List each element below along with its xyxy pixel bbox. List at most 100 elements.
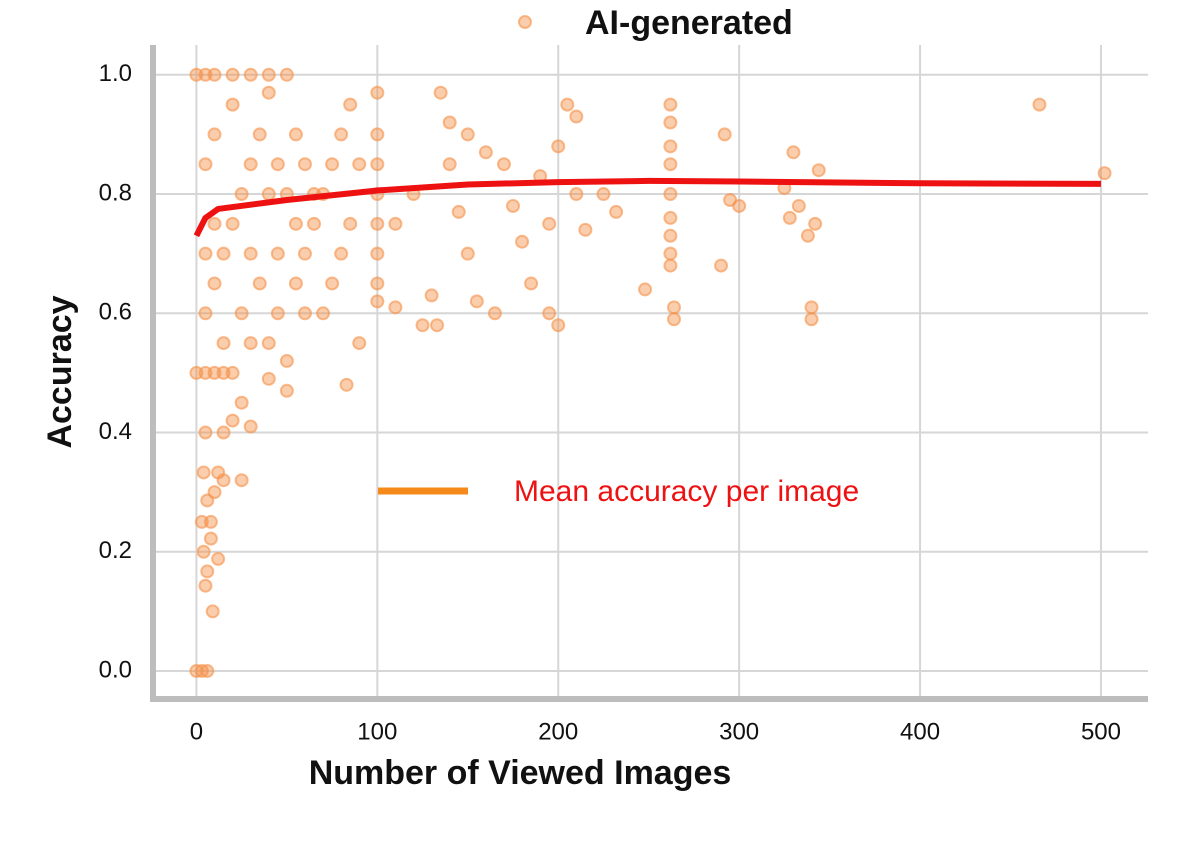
scatter-point [279,353,294,368]
y-tick-label: 1.0 [99,60,132,87]
scatter-point [297,246,312,261]
scatter-point [442,115,457,130]
x-tick-label: 200 [538,718,578,745]
scatter-point [216,425,231,440]
scatter-point [198,157,213,172]
scatter-point [270,157,285,172]
scatter-point [343,97,358,112]
scatter-point [205,604,220,619]
scatter-point [569,109,584,124]
legend-marker [518,15,532,29]
y-tick-label: 0.4 [99,418,132,445]
scatter-point [334,127,349,142]
scatter-point [569,187,584,202]
scatter-point [808,216,823,231]
scatter-point [352,336,367,351]
scatter-point [225,216,240,231]
scatter-point [663,228,678,243]
scatter-point [243,336,258,351]
scatter-point [791,198,806,213]
scatter-point [487,306,502,321]
scatter-point [261,336,276,351]
scatter-point [663,258,678,273]
scatter-point [200,564,215,579]
scatter-point [638,282,653,297]
scatter-point [663,139,678,154]
scatter-point [430,318,445,333]
scatter-point [370,246,385,261]
scatter-point [325,276,340,291]
scatter-point [663,157,678,172]
scatter-point [663,246,678,261]
scatter-point [252,127,267,142]
scatter-point [424,288,439,303]
scatter-point [551,318,566,333]
scatter-point [560,97,575,112]
scatter-point [343,216,358,231]
scatter-point [542,306,557,321]
y-tick-label: 0.2 [99,537,132,564]
scatter-point [460,127,475,142]
scatter-point [207,485,222,500]
scatter-point [207,127,222,142]
scatter-point [243,246,258,261]
scatter-point [225,365,240,380]
scatter-point [811,163,826,178]
scatter-point [460,246,475,261]
x-axis-label: Number of Viewed Images [309,754,732,792]
scatter-point [667,312,682,327]
scatter-point [225,67,240,82]
scatter-point [469,294,484,309]
scatter-point [542,216,557,231]
y-tick-label: 0.0 [99,656,132,683]
scatter-point [782,210,797,225]
scatter-point [216,336,231,351]
scatter-point [198,425,213,440]
scatter-point [596,187,611,202]
scatter-point [800,228,815,243]
scatter-point [196,544,211,559]
legend-label: AI-generated [585,4,793,42]
y-tick-label: 0.6 [99,299,132,326]
scatter-point [288,216,303,231]
scatter-point [506,198,521,213]
scatter-point [478,145,493,160]
scatter-point [270,246,285,261]
scatter-point [288,276,303,291]
scatter-point [663,210,678,225]
scatter-point [1032,97,1047,112]
scatter-point [252,276,267,291]
x-tick-label: 400 [900,718,940,745]
scatter-point [370,85,385,100]
scatter-point [786,145,801,160]
scatter-point [234,473,249,488]
scatter-point [804,300,819,315]
scatter-point [198,306,213,321]
scatter-point [433,85,448,100]
legend-label: Mean accuracy per image [514,475,859,508]
scatter-point [225,97,240,112]
scatter-point [297,306,312,321]
scatter-point [663,115,678,130]
scatter-point [714,258,729,273]
scatter-point [388,216,403,231]
scatter-point [261,371,276,386]
scatter-point [663,187,678,202]
scatter-point [279,383,294,398]
scatter-point [207,67,222,82]
scatter-point [578,222,593,237]
scatter-point [211,551,226,566]
scatter-point [524,276,539,291]
x-tick-label: 300 [719,718,759,745]
scatter-point [203,514,218,529]
scatter-point [243,67,258,82]
scatter-point [297,157,312,172]
y-axis-label: Accuracy [41,295,79,448]
scatter-point [370,216,385,231]
scatter-point [370,276,385,291]
scatter-point [234,187,249,202]
scatter-point [442,157,457,172]
scatter-point [216,246,231,261]
scatter-point [370,127,385,142]
